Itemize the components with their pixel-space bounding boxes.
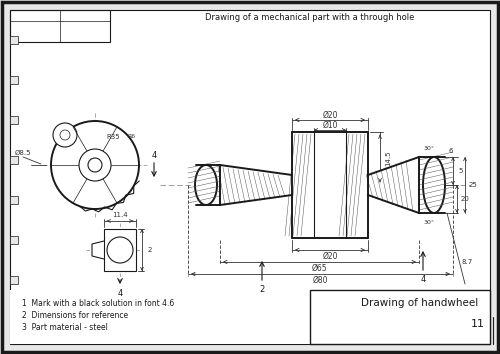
Text: Drawing of handwheel: Drawing of handwheel (362, 298, 478, 308)
Bar (10, 36, 18, 44)
Circle shape (88, 158, 102, 172)
Text: 14.5: 14.5 (385, 151, 391, 166)
Text: 30°: 30° (424, 147, 434, 152)
Text: Ø20: Ø20 (322, 110, 338, 120)
Text: 8.7: 8.7 (462, 259, 472, 265)
Text: 1  Mark with a black solution in font 4.6: 1 Mark with a black solution in font 4.6 (22, 299, 174, 308)
Polygon shape (220, 165, 292, 205)
Polygon shape (368, 157, 419, 213)
Bar (10, 76, 18, 84)
Text: 11.4: 11.4 (112, 212, 128, 218)
Text: Ø80: Ø80 (313, 275, 328, 285)
Text: 4: 4 (152, 150, 156, 160)
Text: 20: 20 (460, 196, 469, 202)
Bar (310, 290, 490, 344)
Text: 2: 2 (148, 247, 152, 253)
Text: R35: R35 (106, 134, 120, 140)
Text: 2: 2 (260, 285, 264, 295)
Text: 5: 5 (459, 168, 463, 174)
Circle shape (60, 130, 70, 140)
Bar (292, 132, 368, 238)
Text: 4: 4 (420, 275, 426, 285)
Bar (10, 290, 310, 344)
Bar (104, 229, 136, 271)
Bar (10, 196, 18, 204)
Circle shape (51, 121, 139, 209)
Text: Ø20: Ø20 (322, 251, 338, 261)
Bar (10, 116, 18, 124)
Bar (10, 276, 18, 284)
Text: 11: 11 (471, 319, 485, 329)
Bar (104, 229, 136, 271)
Bar (10, 10, 110, 42)
Circle shape (79, 149, 111, 181)
Text: 25: 25 (468, 182, 477, 188)
Circle shape (53, 123, 77, 147)
Text: Ø10: Ø10 (322, 120, 338, 130)
Bar (196, 165, 220, 205)
Text: R6: R6 (127, 133, 135, 138)
Ellipse shape (423, 157, 445, 213)
Text: 4: 4 (118, 289, 122, 297)
Text: Drawing of a mechanical part with a through hole: Drawing of a mechanical part with a thro… (206, 13, 414, 23)
Bar (10, 156, 18, 164)
Ellipse shape (195, 165, 217, 205)
Text: Ø8.5: Ø8.5 (15, 150, 31, 156)
Circle shape (107, 237, 133, 263)
Text: 3  Part material - steel: 3 Part material - steel (22, 324, 108, 332)
Polygon shape (92, 241, 104, 259)
Text: 2  Dimensions for reference: 2 Dimensions for reference (22, 312, 128, 320)
Text: Ø65: Ø65 (312, 263, 328, 273)
Text: 6: 6 (449, 148, 453, 154)
Bar (10, 236, 18, 244)
Text: 30°: 30° (424, 221, 434, 225)
Bar (419, 157, 445, 213)
